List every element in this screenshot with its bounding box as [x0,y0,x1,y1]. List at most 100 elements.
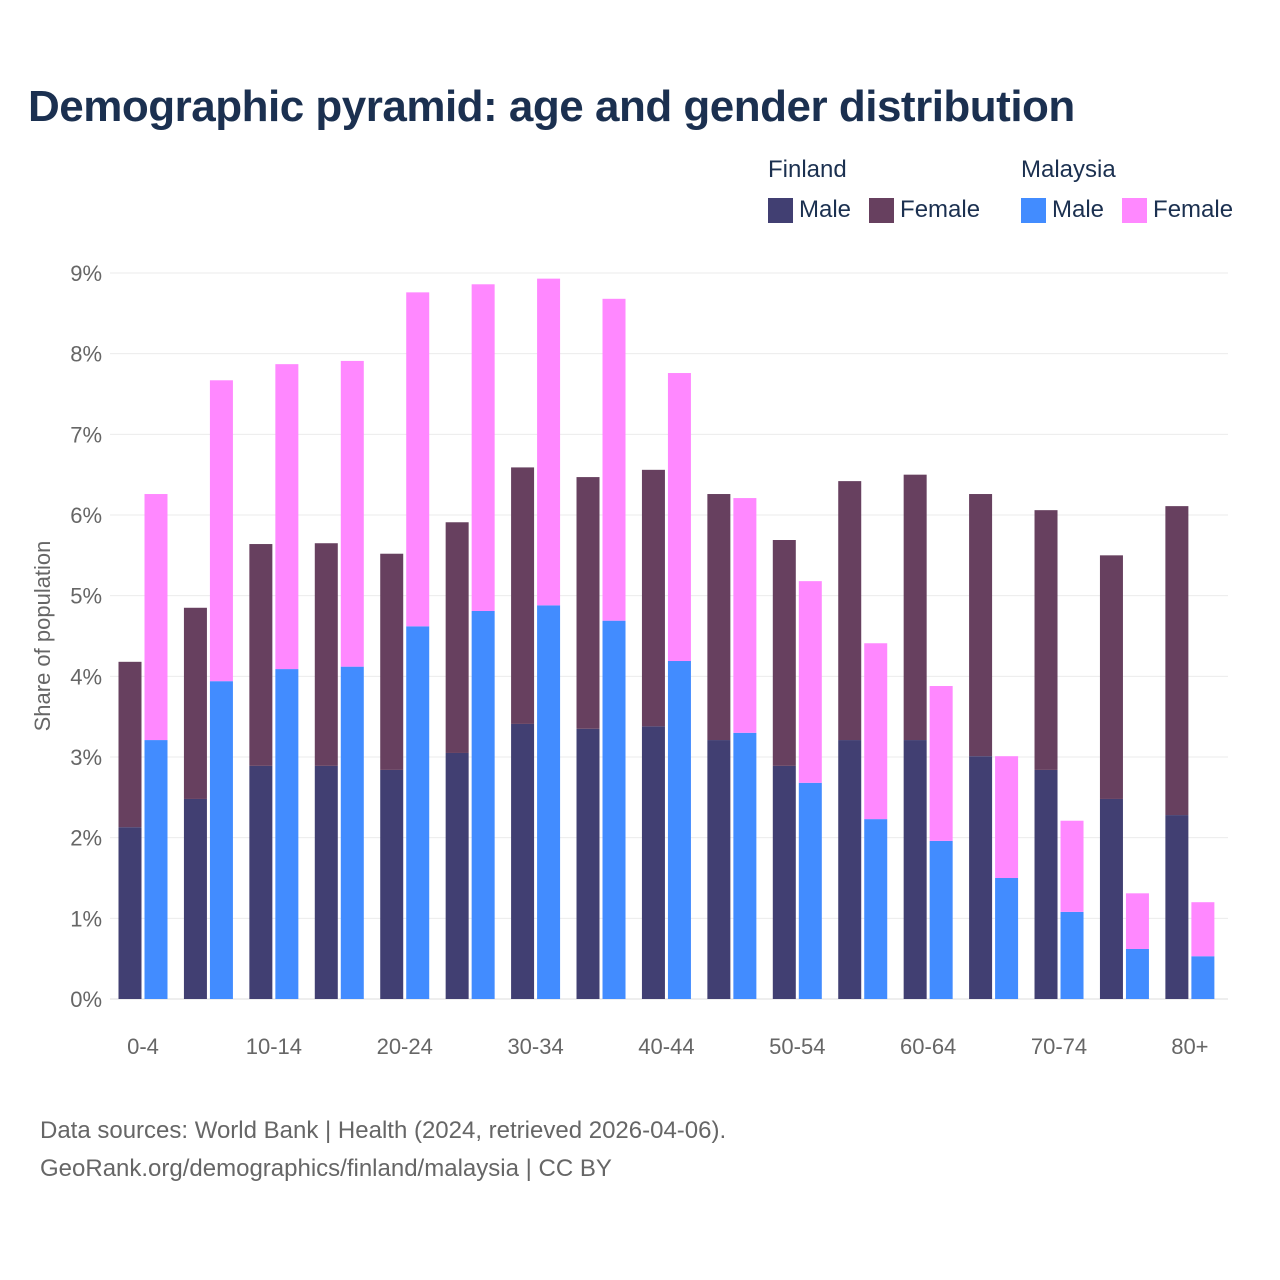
legend-swatch [869,197,895,223]
bar-malaysia-male-55-59 [864,819,888,999]
legend-item-finland-male: Male [768,196,851,224]
bar-finland-female-45-49 [707,494,731,741]
bar-finland-male-75-79 [1099,798,1123,999]
bar-malaysia-female-5-9 [209,380,233,682]
bar-malaysia-female-75-79 [1125,893,1149,949]
x-tick-label: 0-4 [127,1034,159,1059]
bar-finland-male-25-29 [445,752,469,999]
bar-finland-female-75-79 [1099,555,1123,799]
bar-finland-female-70-74 [1034,510,1058,770]
bar-finland-male-30-34 [511,723,535,999]
legend-swatch [768,197,793,223]
x-tick-label: 60-64 [900,1034,956,1059]
bar-malaysia-male-75-79 [1125,948,1149,999]
bar-finland-male-55-59 [838,740,862,999]
y-tick-label: 8% [70,342,102,367]
bar-finland-female-20-24 [380,553,404,770]
legend-label: Female [1153,196,1234,223]
bar-malaysia-female-15-19 [340,360,364,667]
bar-finland-female-30-34 [511,467,535,724]
bar-malaysia-male-40-44 [667,661,691,999]
bar-finland-male-45-49 [707,740,731,999]
x-tick-label: 30-34 [507,1034,563,1059]
bar-malaysia-male-60-64 [929,840,953,999]
bar-finland-female-15-19 [314,543,338,766]
x-tick-label: 20-24 [377,1034,433,1059]
bar-finland-female-40-44 [641,469,665,727]
bar-malaysia-female-30-34 [537,278,561,606]
bar-malaysia-female-70-74 [1060,820,1084,912]
bar-malaysia-male-5-9 [209,681,233,999]
legend-title-finland: Finland [768,156,847,183]
legend-swatch [1122,197,1148,223]
bar-finland-male-15-19 [314,765,338,999]
bar-finland-male-35-39 [576,728,600,999]
legend-item-malaysia-female: Female [1122,196,1233,224]
bar-malaysia-female-0-4 [144,494,168,741]
bar-malaysia-male-50-54 [798,782,822,999]
bar-malaysia-female-20-24 [406,292,430,627]
bar-malaysia-male-80+ [1191,956,1215,999]
bar-malaysia-female-65-69 [995,756,1019,878]
y-tick-label: 2% [70,826,102,851]
bar-finland-male-0-4 [118,827,142,999]
y-axis-label: Share of population [30,541,55,732]
bar-malaysia-male-0-4 [144,740,168,999]
footer-source: Data sources: World Bank | Health (2024,… [40,1117,727,1144]
legend-item-malaysia-male: Male [1021,196,1104,224]
bar-finland-female-50-54 [772,540,796,766]
legend-label: Male [1052,196,1105,223]
bar-malaysia-female-60-64 [929,686,953,841]
bar-malaysia-male-15-19 [340,666,364,999]
y-tick-label: 3% [70,745,102,770]
y-tick-label: 9% [70,261,102,286]
bar-finland-female-65-69 [969,494,993,757]
bar-finland-male-5-9 [183,798,207,999]
bar-malaysia-male-10-14 [275,669,299,999]
bar-finland-male-10-14 [249,765,273,999]
bar-finland-male-65-69 [969,756,993,999]
bar-malaysia-male-20-24 [406,626,430,999]
legend-title-malaysia: Malaysia [1021,156,1116,183]
x-tick-label: 50-54 [769,1034,825,1059]
y-tick-label: 4% [70,664,102,689]
bar-finland-female-25-29 [445,522,469,753]
chart-title: Demographic pyramid: age and gender dist… [28,82,1075,131]
bar-malaysia-female-40-44 [667,373,691,662]
bar-malaysia-female-80+ [1191,902,1215,957]
bar-malaysia-female-25-29 [471,284,495,611]
bar-finland-male-70-74 [1034,769,1058,999]
bar-finland-female-80+ [1165,506,1189,816]
y-tick-label: 1% [70,906,102,931]
legend-label: Female [900,196,981,223]
bar-malaysia-female-50-54 [798,581,822,783]
y-tick-label: 5% [70,584,102,609]
bar-finland-male-80+ [1165,815,1189,999]
bar-finland-female-0-4 [118,661,142,828]
x-tick-label: 80+ [1171,1034,1208,1059]
bar-malaysia-male-25-29 [471,610,495,999]
bar-finland-female-10-14 [249,544,273,766]
bar-malaysia-male-65-69 [995,878,1019,999]
legend-label: Male [799,196,852,223]
legend-item-finland-female: Female [869,196,980,224]
x-tick-label: 70-74 [1031,1034,1087,1059]
bar-malaysia-male-30-34 [537,605,561,999]
bar-finland-female-60-64 [903,474,927,741]
y-tick-label: 6% [70,503,102,528]
bar-malaysia-female-10-14 [275,364,299,670]
bar-malaysia-female-45-49 [733,498,757,733]
legend-swatch [1021,197,1046,223]
bar-finland-male-20-24 [380,769,404,999]
bar-finland-male-60-64 [903,740,927,999]
bar-malaysia-female-35-39 [602,298,626,621]
bar-malaysia-male-70-74 [1060,911,1084,999]
bar-malaysia-male-35-39 [602,620,626,999]
legend-finland: Finland Male Female [768,156,980,224]
legend-malaysia: Malaysia Male Female [1021,156,1233,224]
bar-finland-female-35-39 [576,477,600,729]
x-tick-label: 40-44 [638,1034,694,1059]
bar-malaysia-female-55-59 [864,643,888,820]
y-tick-label: 7% [70,422,102,447]
